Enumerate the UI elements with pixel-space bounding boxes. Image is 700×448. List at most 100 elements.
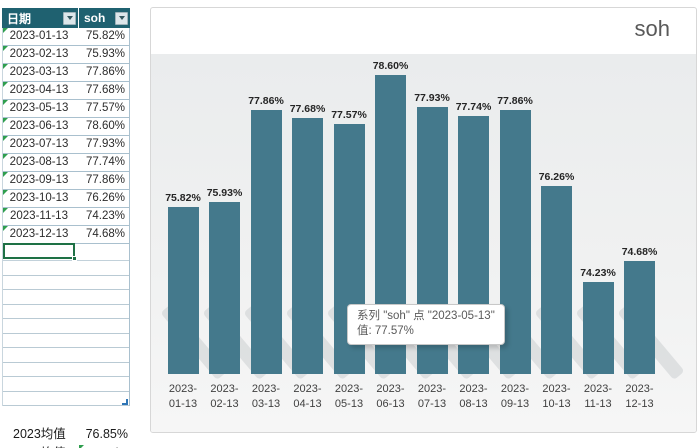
x-axis-label[interactable]: 2023- 06-13: [368, 382, 414, 411]
empty-row[interactable]: [3, 261, 129, 276]
x-axis-label[interactable]: 2023- 10-13: [534, 382, 580, 411]
soh-cell[interactable]: 77.93%: [85, 138, 125, 150]
soh-cell[interactable]: 77.74%: [85, 156, 125, 168]
bar-data-label: 78.60%: [372, 59, 409, 72]
chart-bar[interactable]: [541, 185, 572, 374]
x-axis-label-line1: 2023-: [500, 383, 530, 395]
empty-row[interactable]: [3, 319, 129, 334]
soh-cell[interactable]: 77.68%: [85, 84, 125, 96]
column-header-soh[interactable]: soh: [78, 8, 130, 28]
soh-cell[interactable]: 77.86%: [85, 66, 125, 78]
summary-row-2024: 2024均值 #DIV/0!: [2, 445, 130, 448]
summary-label-cell[interactable]: 2024均值: [2, 445, 66, 448]
table-row: 2023-08-13 77.74%: [3, 154, 129, 172]
soh-bar-chart[interactable]: 75.82% 75.93% 77.86% 77.68% 77.57% 78.60% 77.9…: [150, 7, 697, 433]
empty-row[interactable]: [3, 392, 129, 406]
table-row: 2023-03-13 77.86%: [3, 64, 129, 82]
summary-value-cell[interactable]: #DIV/0!: [79, 445, 130, 448]
x-axis-label-line2: 02-13: [210, 397, 239, 410]
summary-label-cell[interactable]: 2023均值: [13, 427, 66, 441]
x-axis-label-line1: 2023-: [542, 383, 571, 395]
table-row: 2023-02-13 75.93%: [3, 46, 129, 64]
chart-tooltip: 系列 "soh" 点 "2023-05-13" 值: 77.57%: [347, 304, 505, 345]
table-row: 2023-06-13 78.60%: [3, 118, 129, 136]
x-axis-label[interactable]: 2023- 07-13: [409, 382, 455, 411]
empty-row[interactable]: [3, 305, 129, 319]
empty-row[interactable]: [3, 334, 129, 348]
x-axis-label-line1: 2023-: [376, 383, 405, 395]
empty-row[interactable]: [3, 348, 129, 363]
x-axis-label[interactable]: 2023- 09-13: [492, 382, 538, 411]
date-cell[interactable]: 2023-01-13: [3, 28, 75, 45]
x-axis-label-line1: 2023-: [168, 383, 198, 395]
soh-cell[interactable]: 78.60%: [85, 120, 125, 132]
tooltip-series-line: 系列 "soh" 点 "2023-05-13": [357, 310, 495, 322]
soh-cell[interactable]: 74.23%: [85, 210, 125, 222]
chart-bar[interactable]: [582, 282, 614, 374]
soh-cell[interactable]: 75.93%: [85, 48, 125, 60]
x-axis-label-line2: 10-13: [542, 397, 571, 410]
x-axis-label[interactable]: 2023- 02-13: [202, 382, 248, 411]
date-cell[interactable]: 2023-07-13: [3, 136, 75, 153]
empty-row[interactable]: [3, 363, 129, 377]
x-axis-label[interactable]: 2023- 12-13: [617, 382, 663, 411]
date-cell[interactable]: 2023-02-13: [3, 46, 75, 63]
date-cell[interactable]: 2023-10-13: [3, 190, 75, 207]
chart-bar[interactable]: [624, 260, 655, 374]
column-header-date[interactable]: 日期: [2, 8, 78, 28]
x-axis-label[interactable]: 2023- 01-13: [160, 382, 206, 411]
date-cell[interactable]: 2023-08-13: [3, 154, 75, 171]
chart-title[interactable]: soh: [634, 16, 670, 41]
soh-cell[interactable]: 74.68%: [85, 228, 125, 240]
x-axis-label-line1: 2023-: [293, 383, 322, 395]
chart-bar[interactable]: [209, 201, 240, 374]
selected-cell[interactable]: [3, 243, 77, 261]
tooltip-value-line: 值: 77.57%: [357, 325, 414, 337]
chevron-down-icon: [118, 16, 125, 20]
x-axis-label[interactable]: 2023- 03-13: [243, 382, 289, 411]
table-row: 2023-04-13 77.68%: [3, 82, 129, 100]
x-axis-label[interactable]: 2023- 04-13: [285, 382, 331, 411]
table-row: 2023-09-13 77.86%: [3, 172, 129, 190]
chart-bar[interactable]: [292, 118, 323, 374]
x-axis-label-line2: 09-13: [500, 397, 530, 410]
x-axis-label[interactable]: 2023- 08-13: [451, 382, 497, 411]
empty-row[interactable]: [3, 276, 129, 290]
x-axis-label[interactable]: 2023- 05-13: [326, 382, 372, 411]
table-row: 2023-10-13 76.26%: [3, 190, 129, 208]
x-axis-label-line2: 07-13: [417, 397, 447, 410]
empty-row[interactable]: [3, 377, 129, 392]
empty-row[interactable]: [3, 290, 129, 305]
date-cell[interactable]: 2023-12-13: [3, 226, 75, 243]
date-cell[interactable]: 2023-03-13: [3, 64, 75, 81]
date-cell[interactable]: 2023-06-13: [3, 118, 75, 135]
date-cell[interactable]: 2023-04-13: [3, 82, 75, 99]
summary-value-cell[interactable]: 76.85%: [85, 427, 128, 441]
date-cell[interactable]: 2023-09-13: [3, 172, 75, 189]
chart-bar[interactable]: [167, 206, 199, 374]
x-axis-label-line1: 2023-: [210, 383, 239, 395]
bar-data-label: 77.86%: [497, 94, 533, 107]
x-axis-label-line1: 2023-: [625, 383, 654, 395]
filter-dropdown-icon[interactable]: [63, 11, 76, 25]
x-axis-label-line2: 11-13: [584, 397, 612, 410]
date-cell[interactable]: 2023-11-13: [3, 208, 75, 225]
soh-cell[interactable]: 75.82%: [85, 30, 125, 42]
bar-data-label: 75.93%: [206, 186, 243, 199]
x-axis-label-line2: 08-13: [459, 397, 488, 410]
fill-handle[interactable]: [72, 256, 77, 261]
soh-cell[interactable]: 76.26%: [85, 192, 125, 204]
x-axis-label-line1: 2023-: [583, 383, 613, 395]
filter-dropdown-icon[interactable]: [115, 11, 128, 25]
soh-cell[interactable]: 77.86%: [85, 174, 125, 186]
x-axis-label-line2: 03-13: [251, 397, 281, 410]
table-row: 2023-01-13 75.82%: [3, 28, 129, 46]
x-axis-label-line2: 01-13: [168, 397, 198, 410]
date-cell[interactable]: 2023-05-13: [3, 100, 75, 117]
summary-row-2023: 2023均值 76.85%: [2, 426, 130, 444]
x-axis-label[interactable]: 2023- 11-13: [575, 382, 621, 411]
soh-cell[interactable]: 77.57%: [85, 102, 125, 114]
chart-bar[interactable]: [250, 109, 282, 374]
table-resize-handle[interactable]: [122, 399, 128, 405]
